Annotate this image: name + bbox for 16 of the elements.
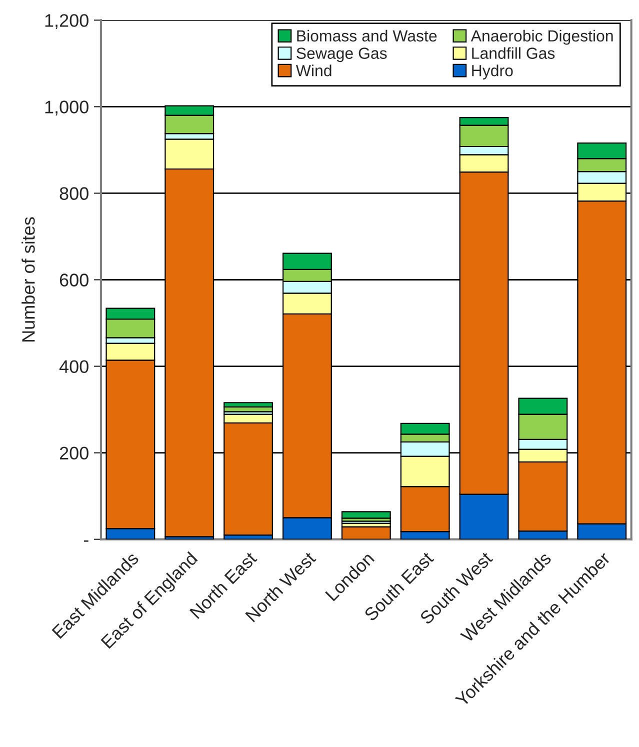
y-tick-label: 600 bbox=[60, 274, 88, 286]
y-tick-label: 400 bbox=[59, 360, 88, 373]
y-axis-title: Number of sites bbox=[22, 217, 35, 342]
y-tick-label: 800 bbox=[60, 187, 88, 200]
legend-label: Sewage Gas bbox=[296, 48, 387, 62]
y-tick-label: 1,000 bbox=[45, 100, 88, 116]
bar bbox=[341, 526, 391, 540]
bar bbox=[341, 511, 391, 519]
legend-label: Anaerobic Digestion bbox=[470, 30, 613, 45]
legend-label: Landfill Gas bbox=[472, 47, 555, 59]
y-tick-label: - bbox=[84, 540, 88, 542]
y-tick-label: 200 bbox=[60, 446, 88, 460]
legend-label: Wind bbox=[296, 64, 332, 76]
legend-label: Hydro bbox=[472, 64, 513, 80]
legend-label: Biomass and Waste bbox=[297, 30, 437, 42]
y-tick-label: 1,200 bbox=[45, 14, 88, 30]
